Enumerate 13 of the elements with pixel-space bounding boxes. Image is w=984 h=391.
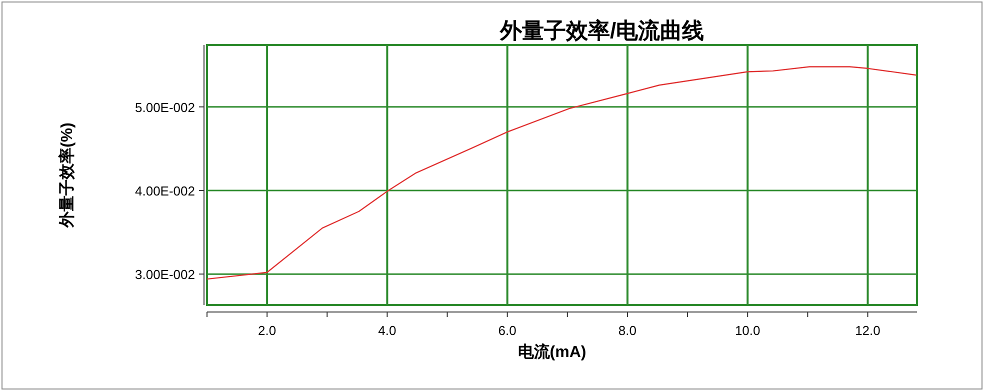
y-tick-label: 3.00E-002: [135, 267, 195, 282]
x-tick-label: 2.0: [258, 323, 276, 338]
y-tick-label: 5.00E-002: [135, 100, 195, 115]
chart-title: 外量子效率/电流曲线: [498, 18, 704, 43]
y-tick-label: 4.00E-002: [135, 183, 195, 198]
y-axis-title: 外量子效率(%): [57, 122, 76, 228]
x-tick-label: 10.0: [734, 323, 760, 338]
x-tick-label: 4.0: [378, 323, 396, 338]
x-axis-title: 电流(mA): [518, 342, 586, 361]
line-series: [206, 66, 917, 280]
x-tick-label: 6.0: [498, 323, 516, 338]
x-tick-label: 12.0: [855, 323, 880, 338]
x-tick-label: 8.0: [618, 323, 637, 338]
